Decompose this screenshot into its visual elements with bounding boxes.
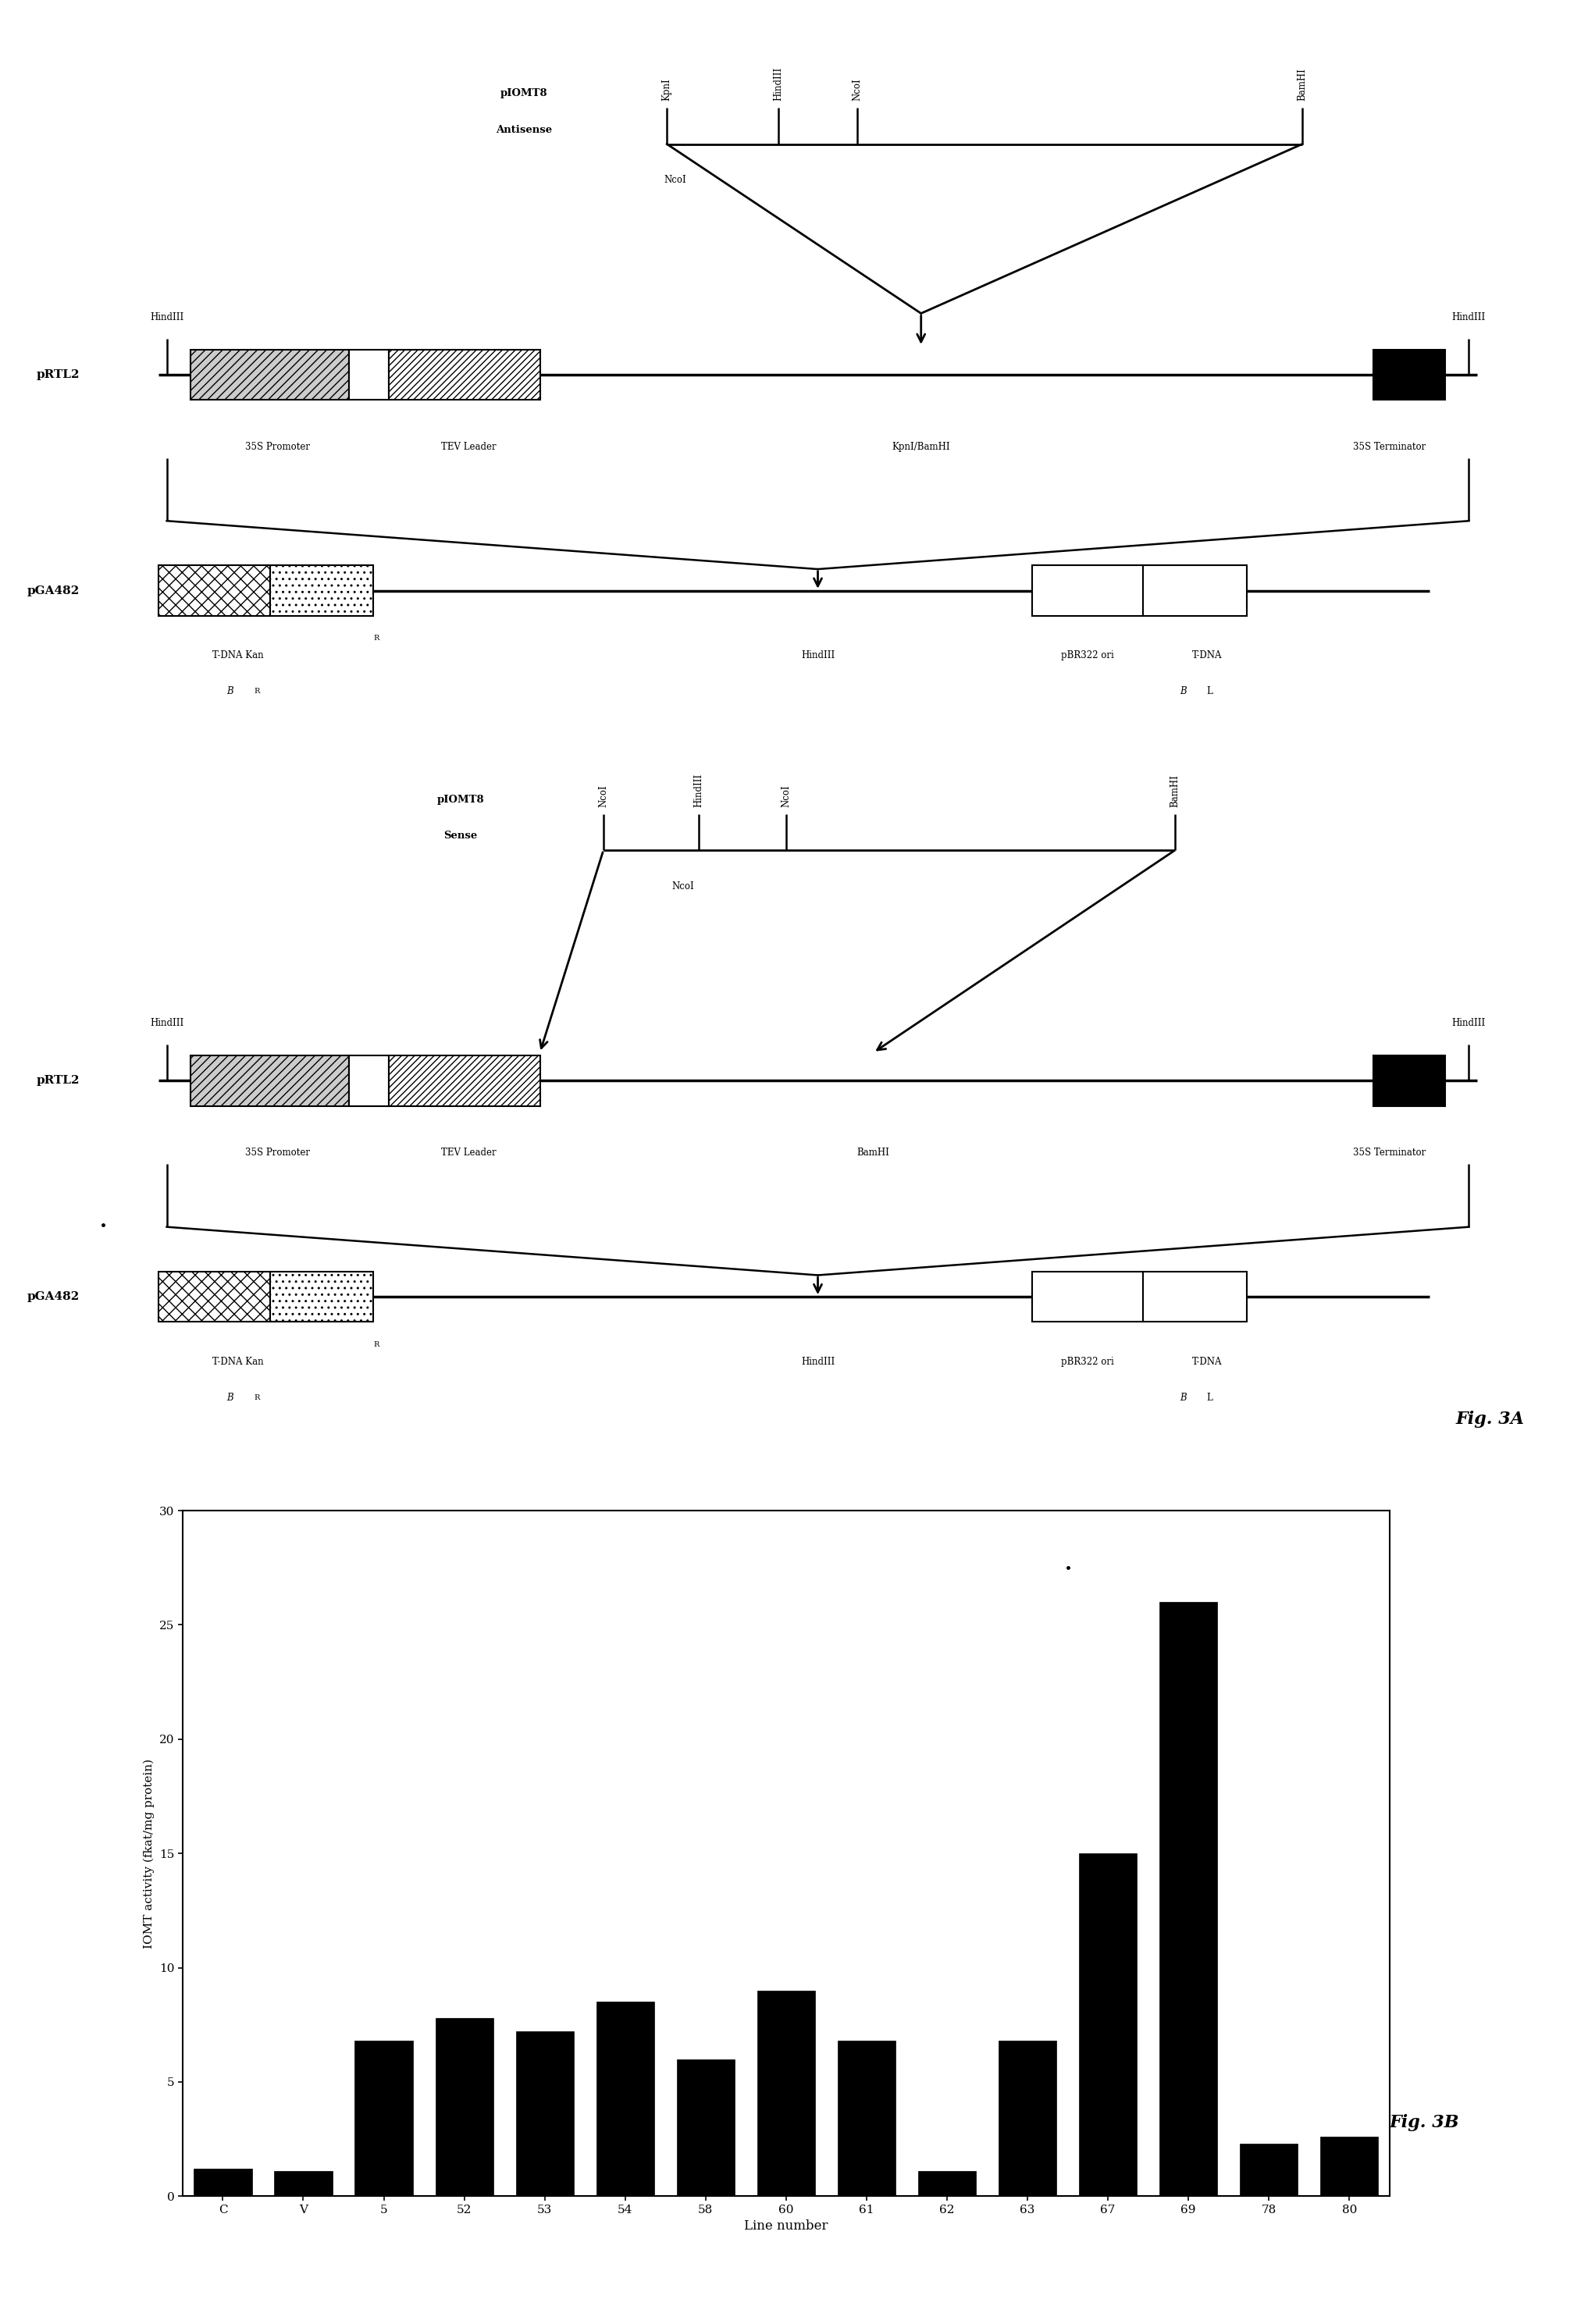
Text: HindIII: HindIII: [800, 1357, 835, 1367]
Bar: [435, 2017, 494, 2196]
Bar: [676, 2059, 735, 2196]
Text: NcoI: NcoI: [664, 174, 686, 186]
Bar: [191, 1055, 349, 1106]
Text: R: R: [373, 1341, 380, 1348]
Text: 35S Promoter: 35S Promoter: [246, 442, 310, 451]
Text: T-DNA: T-DNA: [1193, 651, 1221, 660]
Text: L: L: [1207, 1392, 1213, 1404]
Text: R: R: [373, 634, 380, 641]
Text: BamHI: BamHI: [858, 1148, 889, 1157]
Text: NcoI: NcoI: [599, 786, 608, 806]
Bar: [159, 1271, 270, 1322]
Text: TEV Leader: TEV Leader: [441, 442, 495, 451]
Bar: [159, 565, 270, 616]
Text: Sense: Sense: [443, 830, 478, 841]
Y-axis label: IOMT activity (fkat/mg protein): IOMT activity (fkat/mg protein): [143, 1759, 156, 1948]
Bar: [349, 1055, 389, 1106]
Text: Antisense: Antisense: [495, 125, 553, 135]
Text: BamHI: BamHI: [1170, 774, 1180, 806]
Text: T-DNA Kan: T-DNA Kan: [213, 651, 264, 660]
Bar: [1078, 1855, 1137, 2196]
Text: B: B: [1180, 1392, 1186, 1404]
Text: 35S Terminator: 35S Terminator: [1353, 1148, 1426, 1157]
Text: T-DNA: T-DNA: [1193, 1357, 1221, 1367]
Bar: [389, 349, 540, 400]
Bar: [1374, 349, 1445, 400]
Bar: [1159, 1601, 1218, 2196]
Bar: [270, 565, 373, 616]
Bar: [1143, 565, 1247, 616]
Bar: [837, 2040, 896, 2196]
Text: pRTL2: pRTL2: [37, 1076, 79, 1085]
Text: R: R: [254, 688, 260, 695]
Text: HindIII: HindIII: [149, 311, 184, 323]
Text: pIOMT8: pIOMT8: [500, 88, 548, 98]
Text: NcoI: NcoI: [672, 881, 694, 890]
Text: BamHI: BamHI: [1297, 67, 1307, 100]
Bar: [1032, 1271, 1143, 1322]
Text: B: B: [1180, 686, 1186, 697]
Text: pGA482: pGA482: [27, 586, 79, 597]
Bar: [918, 2171, 977, 2196]
Bar: [275, 2171, 332, 2196]
Text: pIOMT8: pIOMT8: [437, 795, 484, 804]
Text: 35S Promoter: 35S Promoter: [246, 1148, 310, 1157]
Text: Fig. 3B: Fig. 3B: [1390, 2115, 1459, 2131]
Bar: [191, 349, 349, 400]
Text: HindIII: HindIII: [773, 67, 783, 100]
Text: KpnI: KpnI: [662, 79, 672, 100]
Text: NcoI: NcoI: [853, 79, 862, 100]
Bar: [1143, 1271, 1247, 1322]
Text: NcoI: NcoI: [781, 786, 791, 806]
Bar: [194, 2168, 252, 2196]
Text: L: L: [1207, 686, 1213, 697]
Bar: [389, 1055, 540, 1106]
Bar: [1032, 565, 1143, 616]
Text: HindIII: HindIII: [800, 651, 835, 660]
Text: R: R: [254, 1394, 260, 1401]
Bar: [270, 1271, 373, 1322]
Text: KpnI/BamHI: KpnI/BamHI: [892, 442, 950, 451]
Bar: [596, 2001, 654, 2196]
X-axis label: Line number: Line number: [745, 2219, 827, 2233]
Text: 35S Terminator: 35S Terminator: [1353, 442, 1426, 451]
Bar: [516, 2031, 573, 2196]
Bar: [354, 2040, 413, 2196]
Bar: [757, 1989, 815, 2196]
Text: HindIII: HindIII: [1451, 311, 1486, 323]
Text: TEV Leader: TEV Leader: [441, 1148, 495, 1157]
Text: B: B: [227, 1392, 233, 1404]
Text: pRTL2: pRTL2: [37, 370, 79, 381]
Bar: [1240, 2143, 1297, 2196]
Text: T-DNA Kan: T-DNA Kan: [213, 1357, 264, 1367]
Text: HindIII: HindIII: [1451, 1018, 1486, 1027]
Text: HindIII: HindIII: [694, 774, 703, 806]
Text: pBR322 ori: pBR322 ori: [1061, 651, 1115, 660]
Text: pGA482: pGA482: [27, 1292, 79, 1301]
Bar: [999, 2040, 1056, 2196]
Text: HindIII: HindIII: [149, 1018, 184, 1027]
Bar: [1374, 1055, 1445, 1106]
Text: Fig. 3A: Fig. 3A: [1456, 1411, 1524, 1427]
Text: pBR322 ori: pBR322 ori: [1061, 1357, 1115, 1367]
Bar: [349, 349, 389, 400]
Bar: [1320, 2136, 1378, 2196]
Text: B: B: [227, 686, 233, 697]
